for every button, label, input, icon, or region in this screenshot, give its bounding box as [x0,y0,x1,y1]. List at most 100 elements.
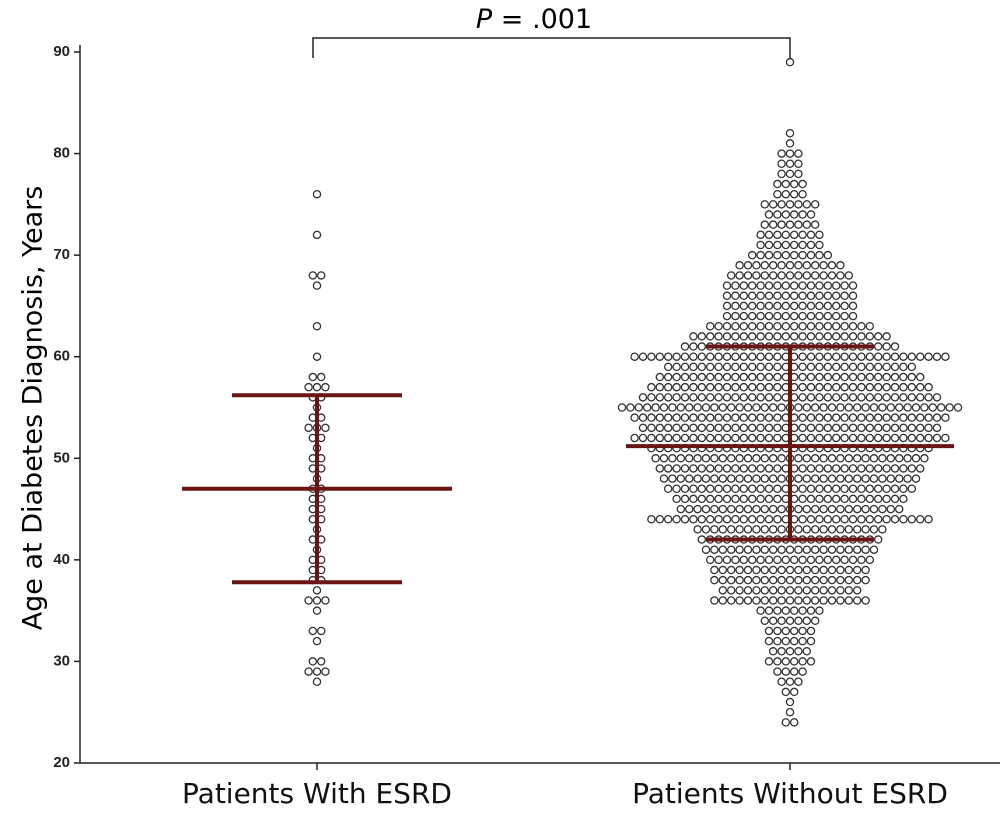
dot [857,413,866,422]
dot [747,301,757,311]
dot [764,484,774,494]
dot [798,332,807,341]
dot [848,514,858,524]
dot [899,464,908,473]
dot [840,514,849,524]
dot [936,403,946,412]
dot [798,606,807,615]
dot [869,454,879,463]
dot [764,311,774,321]
dot [794,149,803,158]
dot [689,464,698,473]
dot [739,484,749,494]
dot [785,616,795,626]
dot [655,464,665,473]
dot [680,494,690,504]
dot [739,382,749,392]
dot [726,454,736,463]
dot [873,514,883,524]
dot [907,423,917,433]
dot [890,514,900,524]
dot [831,393,841,402]
dot [882,464,891,473]
dot [907,352,917,361]
dot [756,311,765,321]
dot [798,291,807,301]
dot [726,586,736,595]
dot [806,393,816,402]
dot [831,433,841,443]
dot [852,403,862,412]
dot [836,403,845,412]
dot [789,291,799,301]
dot [777,200,786,209]
dot [668,454,677,463]
dot [882,362,891,372]
dot [777,677,786,686]
dot [806,332,816,341]
dot [806,240,816,250]
dot [823,321,833,331]
dot [823,433,833,443]
dot [819,545,828,554]
dot [663,372,673,382]
dot [718,403,728,412]
dot [806,657,816,666]
dot [890,372,900,382]
dot [815,230,824,240]
dot [710,504,719,514]
dot [722,352,732,361]
dot [886,454,896,463]
dot [714,494,723,504]
dot [630,413,639,422]
dot [714,423,723,433]
dot [739,352,749,361]
dot [840,423,849,433]
dot [840,393,849,402]
dot [705,332,715,341]
dot [899,433,908,443]
dot [852,575,862,585]
dot [672,464,681,473]
y-tick-label: 20 [53,754,70,771]
dot [672,393,681,402]
dot [819,403,828,412]
dot [789,301,799,311]
dot [756,423,765,433]
dot [831,423,841,433]
y-tick-label: 30 [53,652,70,669]
dot [781,555,791,565]
dot [722,321,732,331]
dot [714,362,723,372]
dot [840,464,849,473]
dot [718,575,728,585]
dot [647,514,656,524]
dot [743,454,753,463]
dot [747,413,757,422]
dot [731,393,740,402]
dot [773,250,782,260]
dot [932,433,942,443]
dot [726,271,736,280]
dot [718,586,728,595]
dot [743,586,753,595]
dot [827,454,837,463]
dot [802,565,812,575]
dot [651,403,660,412]
dot [747,352,757,361]
dot [852,454,862,463]
x-tick-label: Patients Without ESRD [632,777,948,810]
dot [773,179,782,189]
dot [894,504,904,514]
dot [899,494,908,504]
dot [743,565,753,575]
dot [752,575,761,585]
dot [689,352,698,361]
dot [705,382,715,392]
dot [655,352,665,361]
dot [768,596,778,605]
dot [924,352,933,361]
dot [768,200,778,209]
dot [768,525,778,534]
dot [789,626,799,636]
